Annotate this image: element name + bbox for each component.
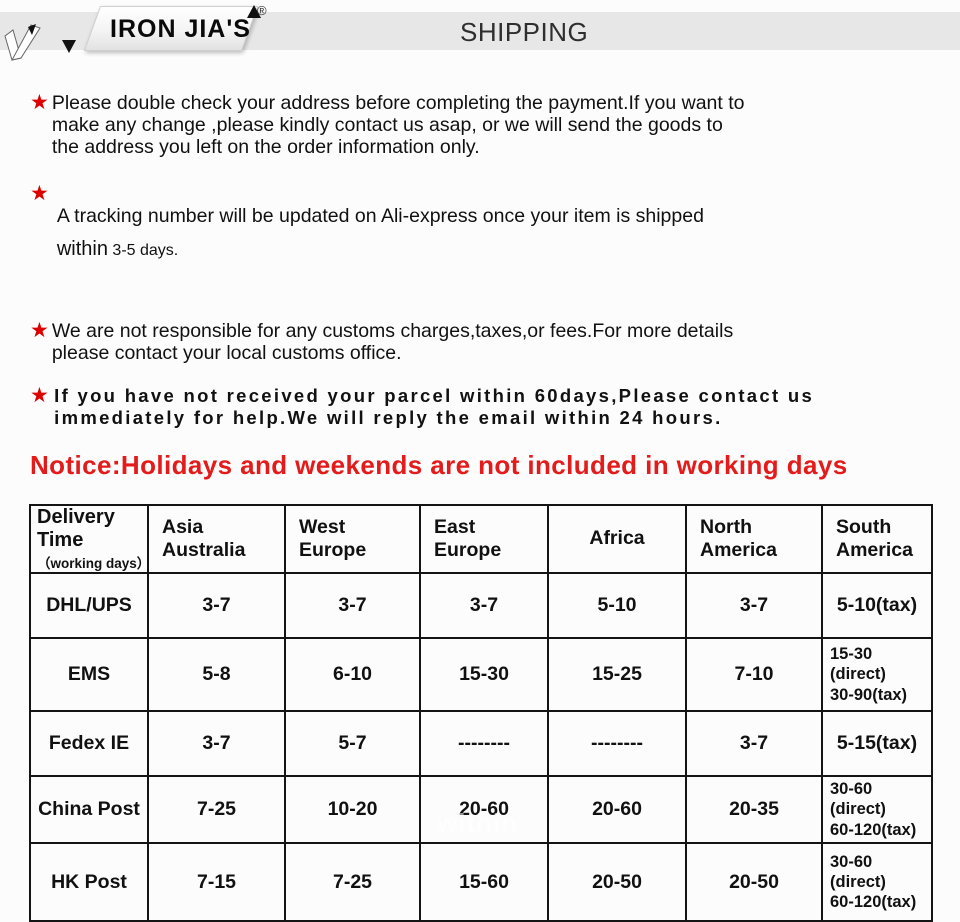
cell-value: 20-50 bbox=[685, 842, 823, 922]
cell-value: 5-10 bbox=[547, 572, 687, 639]
cell-value: 5-10(tax) bbox=[821, 572, 933, 639]
cell-value: 5-7 bbox=[284, 710, 421, 777]
cell-value: 5-15(tax) bbox=[821, 710, 933, 777]
cell-value: 3-7 bbox=[685, 572, 823, 639]
cell-value: 3-7 bbox=[685, 710, 823, 777]
page-header: IRON JIA'S ® SHIPPING bbox=[0, 0, 960, 61]
brand-logo: IRON JIA'S bbox=[110, 15, 251, 43]
cell-value: 20-50 bbox=[547, 842, 687, 922]
cell-value: 15-60 bbox=[419, 842, 549, 922]
notice-text: We are not responsible for any customs c… bbox=[51, 319, 734, 365]
table-row-fedex-ie: Fedex IE 3-7 5-7 -------- -------- 3-7 5… bbox=[29, 710, 933, 777]
cell-value: 10-20 bbox=[284, 775, 421, 844]
cell-value: 7-10 bbox=[685, 637, 823, 712]
cell-value: 3-7 bbox=[284, 572, 421, 639]
header-south-america: South America bbox=[821, 504, 933, 574]
header-africa: Africa bbox=[547, 504, 687, 574]
carrier-label: EMS bbox=[29, 637, 149, 712]
cell-value: 20-35 bbox=[685, 775, 823, 844]
notice-text: A tracking number will be updated on Ali… bbox=[57, 183, 704, 283]
page-title: SHIPPING bbox=[460, 17, 589, 47]
notice-address-check: ★ Please double check your address befor… bbox=[30, 91, 934, 159]
notice-line2-days: 3-5 days. bbox=[107, 242, 179, 260]
notice-line1: A tracking number will be updated on Ali… bbox=[56, 205, 704, 228]
holidays-notice: Notice:Holidays and weekends are not inc… bbox=[30, 450, 848, 480]
header-working-days: （working days） bbox=[37, 556, 151, 571]
table-row-hk-post: HK Post 7-15 7-25 15-60 20-50 20-50 30-6… bbox=[29, 842, 933, 922]
table-row-ems: EMS 5-8 6-10 15-30 15-25 7-10 15-30 (dir… bbox=[29, 637, 933, 712]
header-north-america: North America bbox=[685, 504, 823, 574]
shipping-notices: ★ Please double check your address befor… bbox=[0, 91, 960, 481]
ribbon-corner-triangle-top bbox=[247, 5, 261, 18]
cell-value: 6-10 bbox=[284, 637, 421, 712]
header-east-europe: East Europe bbox=[419, 504, 549, 574]
cell-value: 15-30 (direct) 30-90(tax) bbox=[821, 637, 933, 712]
header-west-europe: West Europe bbox=[284, 504, 421, 574]
cell-value: 3-7 bbox=[147, 710, 286, 777]
cell-value: 7-25 bbox=[147, 775, 286, 844]
table-row-dhl-ups: DHL/UPS 3-7 3-7 3-7 5-10 3-7 5-10(tax) bbox=[29, 572, 933, 639]
star-icon: ★ bbox=[30, 383, 52, 407]
cell-value: 15-30 bbox=[419, 637, 549, 712]
cell-value: 30-60 (direct) 60-120(tax) bbox=[821, 775, 933, 844]
cell-value: 20-60 bbox=[547, 775, 687, 844]
header-delivery-time-title: Delivery Time bbox=[37, 506, 115, 551]
carrier-label: HK Post bbox=[29, 842, 149, 922]
carrier-label: Fedex IE bbox=[29, 710, 149, 777]
carrier-label: DHL/UPS bbox=[29, 572, 149, 639]
cell-value: 15-25 bbox=[547, 637, 687, 712]
cell-value: 3-7 bbox=[419, 572, 549, 639]
cell-value: 20-60 bbox=[419, 775, 549, 844]
table-header-row: Delivery Time （working days） Asia Austra… bbox=[29, 504, 933, 574]
header-asia-australia: Asia Australia bbox=[147, 504, 286, 574]
cell-value: 7-25 bbox=[284, 842, 421, 922]
cell-value: 30-60 (direct) 60-120(tax) bbox=[821, 842, 933, 922]
registered-trademark-icon: ® bbox=[257, 3, 267, 18]
notice-text: If you have not received your parcel wit… bbox=[54, 384, 815, 428]
notice-text: Please double check your address before … bbox=[51, 92, 745, 159]
cell-value: 7-15 bbox=[147, 842, 286, 922]
delivery-time-table: Delivery Time （working days） Asia Austra… bbox=[29, 504, 933, 922]
ribbon-fold-icon bbox=[4, 24, 41, 61]
carrier-label: China Post bbox=[29, 775, 149, 844]
header-delivery-time: Delivery Time （working days） bbox=[29, 504, 151, 574]
notice-customs: ★ We are not responsible for any customs… bbox=[30, 318, 934, 365]
cell-value: 5-8 bbox=[147, 637, 286, 712]
table-row-china-post: China Post 7-25 10-20 20-60 20-60 20-35 … bbox=[29, 775, 933, 844]
cell-value: -------- bbox=[547, 710, 687, 777]
notice-tracking-number: ★ A tracking number will be updated on A… bbox=[30, 183, 934, 283]
star-icon: ★ bbox=[30, 91, 49, 114]
cell-value: -------- bbox=[419, 710, 549, 777]
star-icon: ★ bbox=[30, 318, 49, 342]
ribbon-corner-triangle-bottom bbox=[62, 40, 76, 53]
star-icon: ★ bbox=[30, 182, 49, 206]
notice-not-received: ★ If you have not received your parcel w… bbox=[30, 383, 934, 429]
notice-line2: within 3-5 days. bbox=[57, 238, 704, 261]
cell-value: 3-7 bbox=[147, 572, 286, 639]
notice-line2-within: within bbox=[56, 238, 108, 261]
